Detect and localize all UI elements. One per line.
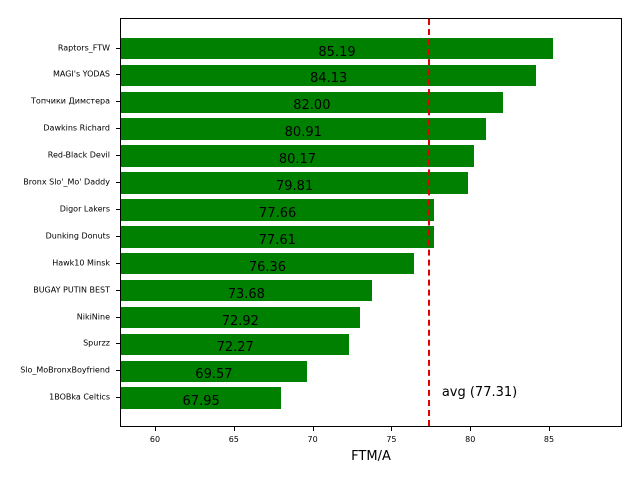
y-tick-label: Slo_MoBronxBoyfriend — [20, 365, 110, 375]
bar — [121, 226, 434, 248]
y-tick — [116, 74, 120, 76]
x-tick — [549, 427, 551, 431]
bar — [121, 306, 360, 329]
x-tick — [233, 427, 235, 431]
bar — [121, 145, 474, 167]
y-tick — [116, 397, 120, 399]
bar — [121, 333, 350, 356]
bar-value-label: 79.81 — [276, 179, 314, 194]
bar-value-label: 84.13 — [310, 71, 348, 87]
bar-value-label: 80.91 — [284, 125, 322, 141]
y-tick-label: Bronx Slo'_Mo' Daddy — [23, 177, 110, 187]
y-tick — [116, 316, 120, 318]
y-tick — [116, 235, 120, 237]
bar-value-label: 69.57 — [195, 367, 233, 383]
bar — [121, 118, 486, 140]
y-tick-label: NikiNine — [76, 312, 110, 321]
x-tick — [154, 427, 156, 431]
bar-value-label: 80.17 — [278, 152, 317, 168]
y-tick — [116, 128, 120, 130]
y-tick — [116, 262, 120, 264]
y-tick-label: Red-Black Devil — [47, 150, 110, 160]
x-tick-label: 85 — [543, 435, 555, 444]
bar — [121, 279, 372, 302]
bar-value-label: 72.92 — [221, 313, 259, 329]
bar — [121, 387, 282, 409]
x-tick-label: 80 — [465, 435, 476, 444]
x-tick-label: 75 — [386, 435, 397, 444]
bar-value-label: 77.61 — [258, 232, 296, 248]
y-tick — [116, 155, 120, 157]
bar-value-label: 67.95 — [182, 394, 220, 410]
bar-value-label: 85.19 — [318, 44, 356, 60]
bar — [121, 64, 537, 87]
y-tick — [116, 289, 120, 291]
y-tick-label: BUGAY PUTIN BEST — [33, 285, 110, 295]
y-tick-label: Digor Lakers — [59, 204, 110, 214]
bar — [121, 172, 469, 194]
x-tick — [312, 427, 314, 431]
y-tick-label: 1BOBka Celtics — [49, 392, 110, 402]
x-tick-label: 70 — [307, 435, 318, 444]
y-tick — [116, 343, 120, 345]
y-tick-label: Dunking Donuts — [45, 231, 110, 241]
y-tick — [116, 101, 120, 103]
y-tick — [116, 182, 120, 183]
y-tick-label: Spurzz — [83, 338, 110, 348]
x-tick — [391, 427, 393, 431]
bar-value-label: 72.27 — [216, 340, 254, 356]
y-tick-label: MAGI's YODAS — [52, 69, 110, 79]
y-tick — [116, 208, 120, 210]
average-line — [427, 19, 430, 426]
x-tick — [470, 427, 472, 431]
y-tick-label: Топчики Димстера — [31, 96, 110, 106]
bar-value-label: 77.66 — [259, 205, 297, 221]
bar — [121, 252, 414, 275]
bar — [121, 199, 435, 221]
average-label: avg (77.31) — [441, 385, 518, 400]
x-tick-label: 60 — [149, 435, 161, 444]
bar — [121, 91, 503, 114]
bar-value-label: 73.68 — [227, 286, 265, 302]
y-tick-label: Raptors_FTW — [57, 43, 110, 52]
bar-value-label: 82.00 — [293, 98, 331, 114]
y-tick — [116, 47, 120, 49]
bar — [121, 360, 307, 383]
bar — [121, 37, 554, 60]
y-tick-label: Hawk10 Minsk — [52, 258, 110, 268]
bar-value-label: 76.36 — [248, 259, 287, 275]
y-tick-label: Dawkins Richard — [43, 123, 110, 133]
y-tick — [116, 370, 120, 372]
x-axis-title: FTM/A — [351, 449, 391, 464]
x-tick-label: 65 — [228, 435, 239, 444]
plot-area: 85.19 84.13 82.00 80.91 80.17 79.81 77.66 77.61… — [120, 18, 622, 427]
